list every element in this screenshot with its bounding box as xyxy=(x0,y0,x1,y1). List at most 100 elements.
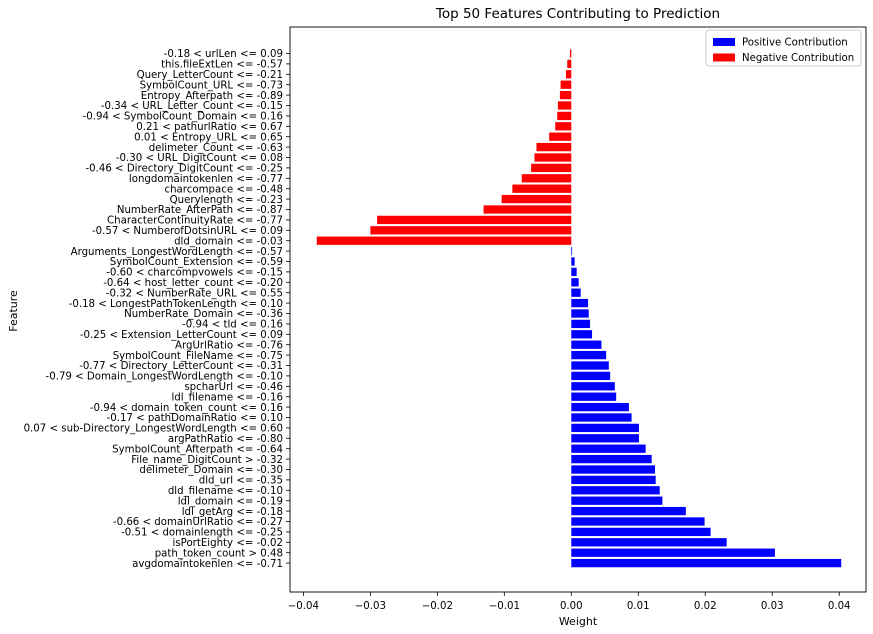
y-tick-label: -0.94 < tld <= 0.16 xyxy=(182,320,283,331)
y-tick-label: -0.79 < Domain_LongestWordLength <= -0.1… xyxy=(46,372,283,383)
y-tick-label: delimeter_Count <= -0.63 xyxy=(149,143,283,154)
bar xyxy=(571,309,589,318)
y-tick-label: ldl_getArg <= -0.18 xyxy=(182,507,283,518)
y-tick-label: -0.64 < host_letter_count <= -0.20 xyxy=(103,278,283,289)
y-tick-label: 0.21 < pathurlRatio <= 0.67 xyxy=(136,122,283,133)
bar xyxy=(571,444,646,453)
bar xyxy=(571,371,611,381)
x-tick-label: 0.03 xyxy=(761,601,784,612)
bar xyxy=(531,163,572,173)
bar xyxy=(571,361,609,370)
bar xyxy=(571,402,629,412)
y-tick-label: Arguments_LongestWordLength <= -0.57 xyxy=(71,247,283,258)
bar xyxy=(377,215,572,225)
y-tick-label: charcompace <= -0.48 xyxy=(164,184,283,195)
bar xyxy=(571,538,727,547)
y-tick-label: dld_domain <= -0.03 xyxy=(174,236,283,247)
y-tick-label: -0.18 < LongestPathTokenLength <= 0.10 xyxy=(69,299,283,310)
x-axis-label: Weight xyxy=(559,615,598,628)
y-tick-label: dld_filename <= -0.10 xyxy=(168,486,283,497)
y-tick-label: Entropy_Afterpath <= -0.89 xyxy=(141,91,283,102)
bar xyxy=(571,434,639,443)
y-tick-label: -0.51 < domainlength <= -0.25 xyxy=(121,528,283,539)
y-tick-label: SymbolCount_URL <= -0.73 xyxy=(140,80,283,91)
y-axis-label: Feature xyxy=(7,290,20,332)
y-tick-label: -0.25 < Extension_LetterCount <= 0.09 xyxy=(80,330,283,341)
x-ticks-layer: −0.04 −0.03 −0.02 −0.01 0.00 0.01 0.02 0.03 0.04 xyxy=(288,592,851,612)
bar xyxy=(501,194,572,204)
y-tick-label: -0.60 < charcompvowels <= -0.15 xyxy=(106,268,283,279)
legend-swatch xyxy=(713,53,735,62)
bar xyxy=(316,236,572,245)
y-tick-label: Querylength <= -0.23 xyxy=(170,195,283,206)
bar xyxy=(571,517,705,526)
y-tick-label: 0.07 < sub-Directory_LongestWordLength <… xyxy=(24,424,283,435)
y-tick-label: isPortEighty <= -0.02 xyxy=(173,538,283,549)
bar xyxy=(571,288,581,297)
bar xyxy=(557,101,572,110)
bar xyxy=(571,548,775,557)
y-tick-label: -0.30 < URL_DigitCount <= 0.08 xyxy=(116,153,283,164)
y-tick-label: SymbolCount_FileName <= -0.75 xyxy=(113,351,283,362)
y-tick-label: spcharUrl <= -0.46 xyxy=(184,382,283,393)
bar xyxy=(571,340,602,349)
y-tick-label: -0.34 < URL_Letter_Count <= -0.15 xyxy=(101,101,283,112)
y-tick-label: dld_url <= -0.35 xyxy=(199,476,283,487)
y-tick-label: CharacterContinuityRate <= -0.77 xyxy=(107,216,283,227)
y-tick-label: 0.01 < Entropy_URL <= 0.65 xyxy=(134,132,283,143)
x-tick-label: 0.01 xyxy=(627,601,650,612)
bar xyxy=(565,70,572,79)
bar xyxy=(571,558,842,568)
bar xyxy=(549,132,572,141)
bar xyxy=(512,184,572,193)
bar xyxy=(571,278,579,287)
y-tick-label: ldl_filename <= -0.16 xyxy=(171,392,283,403)
legend-swatch xyxy=(713,38,735,46)
y-tick-label: -0.57 < NumberofDotsinURL <= 0.09 xyxy=(92,226,283,237)
bar xyxy=(571,298,589,308)
chart-title: Top 50 Features Contributing to Predicti… xyxy=(435,6,720,22)
y-tick-label: File_name_DigitCount > -0.32 xyxy=(131,455,283,466)
y-tick-label: delimeter_Domain <= -0.30 xyxy=(139,465,283,476)
y-tick-label: avgdomaintokenlen <= -0.71 xyxy=(132,559,283,570)
bar xyxy=(571,267,577,277)
bar xyxy=(555,122,572,131)
bar xyxy=(557,111,572,121)
bar xyxy=(571,527,711,537)
x-tick-label: 0.00 xyxy=(560,601,583,612)
y-tick-label: ArgUrlRatio <= -0.76 xyxy=(175,340,283,351)
bar xyxy=(571,475,656,485)
bar xyxy=(559,90,572,100)
y-tick-label: this.fileExtLen <= -0.57 xyxy=(161,60,283,71)
y-tick-label: NumberRate_AfterPath <= -0.87 xyxy=(117,205,283,216)
bar xyxy=(560,80,572,89)
bar xyxy=(536,142,572,152)
x-tick-label: −0.03 xyxy=(355,601,386,612)
bar xyxy=(571,413,632,422)
legend-label: Negative Contribution xyxy=(742,53,854,64)
plot-frame xyxy=(289,26,867,593)
bar xyxy=(567,59,572,69)
y-tick-label: -0.94 < SymbolCount_Domain <= 0.16 xyxy=(83,112,283,123)
y-tick-label: NumberRate_Domain <= -0.36 xyxy=(124,309,283,320)
x-tick-label: −0.02 xyxy=(422,601,453,612)
bar xyxy=(483,205,572,214)
y-tick-label: -0.46 < Directory_DigitCount <= -0.25 xyxy=(85,164,283,175)
legend-label: Positive Contribution xyxy=(742,38,848,49)
bar xyxy=(571,392,617,401)
bar xyxy=(571,496,663,505)
bar xyxy=(534,153,572,162)
y-tick-label: -0.32 < NumberRate_URL <= 0.55 xyxy=(106,288,283,299)
bar xyxy=(521,174,572,183)
bar xyxy=(571,319,591,329)
bar xyxy=(571,454,652,464)
bar xyxy=(571,423,639,433)
bar xyxy=(571,382,615,391)
x-tick-label: −0.04 xyxy=(288,601,319,612)
bars-layer xyxy=(316,49,842,568)
bar xyxy=(571,506,686,516)
y-tick-label: longdomaintokenlen <= -0.77 xyxy=(129,174,283,185)
y-tick-label: -0.66 < domainUrlRatio <= -0.27 xyxy=(113,517,283,528)
x-tick-label: −0.01 xyxy=(489,601,520,612)
